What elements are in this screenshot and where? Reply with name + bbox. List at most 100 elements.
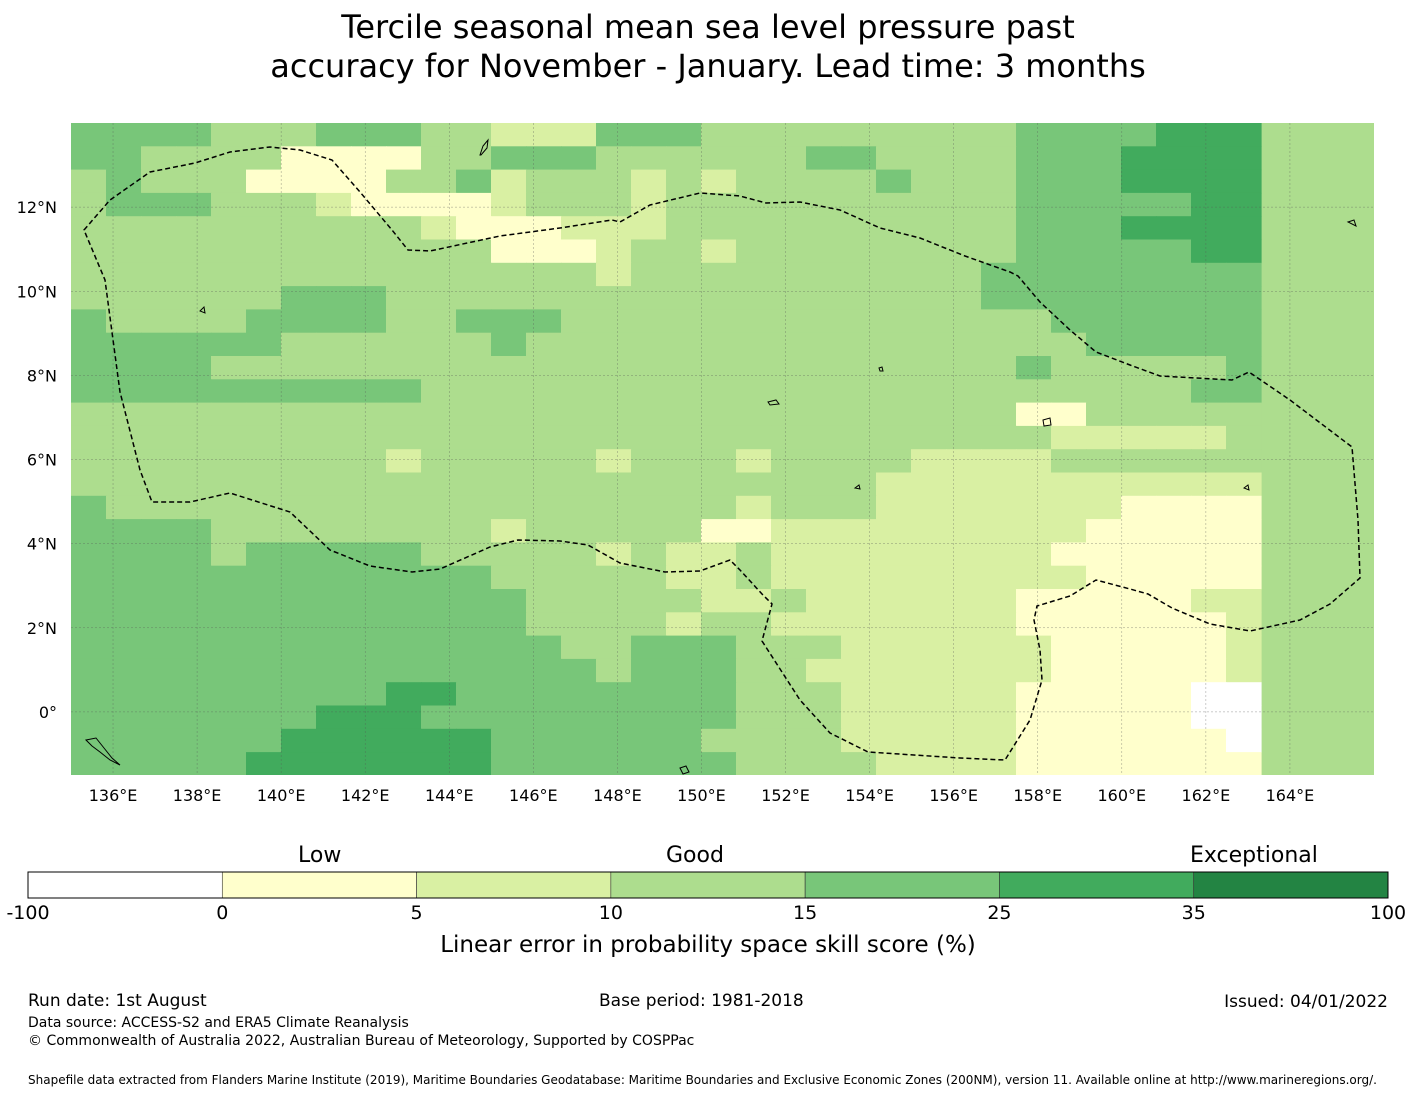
skill-cell [351,309,387,334]
skill-cell [1121,146,1157,171]
skill-cell [911,216,947,241]
skill-cell [806,728,842,753]
shapefile-credit: Shapefile data extracted from Flanders M… [28,1073,1377,1087]
skill-cell [491,379,527,404]
skill-cell [1051,309,1087,334]
skill-cell [946,239,982,264]
skill-cell [631,379,667,404]
skill-cell [71,682,107,707]
skill-cell [1226,472,1262,497]
skill-cell [316,425,352,450]
skill-cell [386,356,422,380]
skill-cell [911,495,947,520]
skill-cell [1226,565,1262,590]
skill-cell [176,239,212,264]
skill-cell [771,192,807,217]
skill-cell [946,332,982,357]
skill-cell [1121,309,1157,334]
skill-cell [1086,216,1122,241]
skill-cell [211,449,247,474]
skill-cell [281,169,317,194]
skill-cell [316,309,352,334]
skill-cell [491,286,527,310]
skill-cell [141,216,177,241]
skill-cell [1156,309,1192,334]
skill-cell [911,379,947,404]
skill-cell [1156,332,1192,357]
colorbar-bin [610,871,806,899]
skill-cell [666,169,702,194]
skill-cell [561,425,597,450]
skill-cell [946,146,982,171]
skill-cell [876,169,912,194]
skill-cell [1051,192,1087,217]
skill-cell [981,192,1017,217]
lon-tick-label: 154°E [845,786,894,805]
skill-cell [911,239,947,264]
skill-cell [631,402,667,427]
skill-cell [141,356,177,380]
skill-cell [141,286,177,310]
skill-cell [491,402,527,427]
skill-cell [1016,425,1052,450]
skill-cell [526,332,562,357]
skill-cell [1086,728,1122,753]
colorbar-axis-label: Linear error in probability space skill … [440,932,976,958]
skill-cell [106,565,142,590]
skill-cell [701,146,737,171]
skill-cell [1086,239,1122,264]
skill-cell [596,658,632,683]
skill-cell [491,635,527,660]
skill-cell [176,332,212,357]
skill-cell [71,449,107,474]
skill-cell [246,123,282,147]
skill-cell [421,449,457,474]
skill-cell [806,658,842,683]
lon-tick-label: 158°E [1013,786,1062,805]
skill-cell [456,309,492,334]
skill-cell [1226,262,1262,287]
skill-cell [71,589,107,613]
skill-cell [211,216,247,241]
skill-cell [386,169,422,194]
skill-cell [911,589,947,613]
skill-cell [1156,239,1192,264]
skill-cell [176,589,212,613]
skill-cell [106,682,142,707]
skill-cell [176,146,212,171]
skill-cell [911,752,947,775]
skill-cell [806,495,842,520]
skill-cell [386,192,422,217]
skill-cell [491,705,527,730]
skill-cell [246,332,282,357]
skill-cell [981,123,1017,147]
skill-cell [491,542,527,567]
skill-cell [911,262,947,287]
skill-cell [526,309,562,334]
skill-cell [246,682,282,707]
skill-cell [1051,402,1087,427]
skill-cell [71,402,107,427]
skill-cell [981,449,1017,474]
lon-tick-label: 142°E [341,786,390,805]
skill-cell [1016,262,1052,287]
skill-cell [1051,472,1087,497]
skill-cell [1086,379,1122,404]
skill-cell [526,425,562,450]
skill-cell [1226,495,1262,520]
skill-cell [841,239,877,264]
skill-cell [911,542,947,567]
skill-cell [1051,332,1087,357]
skill-cell [1191,728,1227,753]
skill-cell [211,612,247,637]
colorbar-tick-label: 0 [216,902,229,924]
skill-cell [561,379,597,404]
skill-cell [596,356,632,380]
skill-cell [911,286,947,310]
skill-cell [141,612,177,637]
skill-cell [176,123,212,147]
skill-cell [1191,169,1227,194]
skill-cell [1016,495,1052,520]
skill-cell [736,379,772,404]
skill-cell [456,449,492,474]
